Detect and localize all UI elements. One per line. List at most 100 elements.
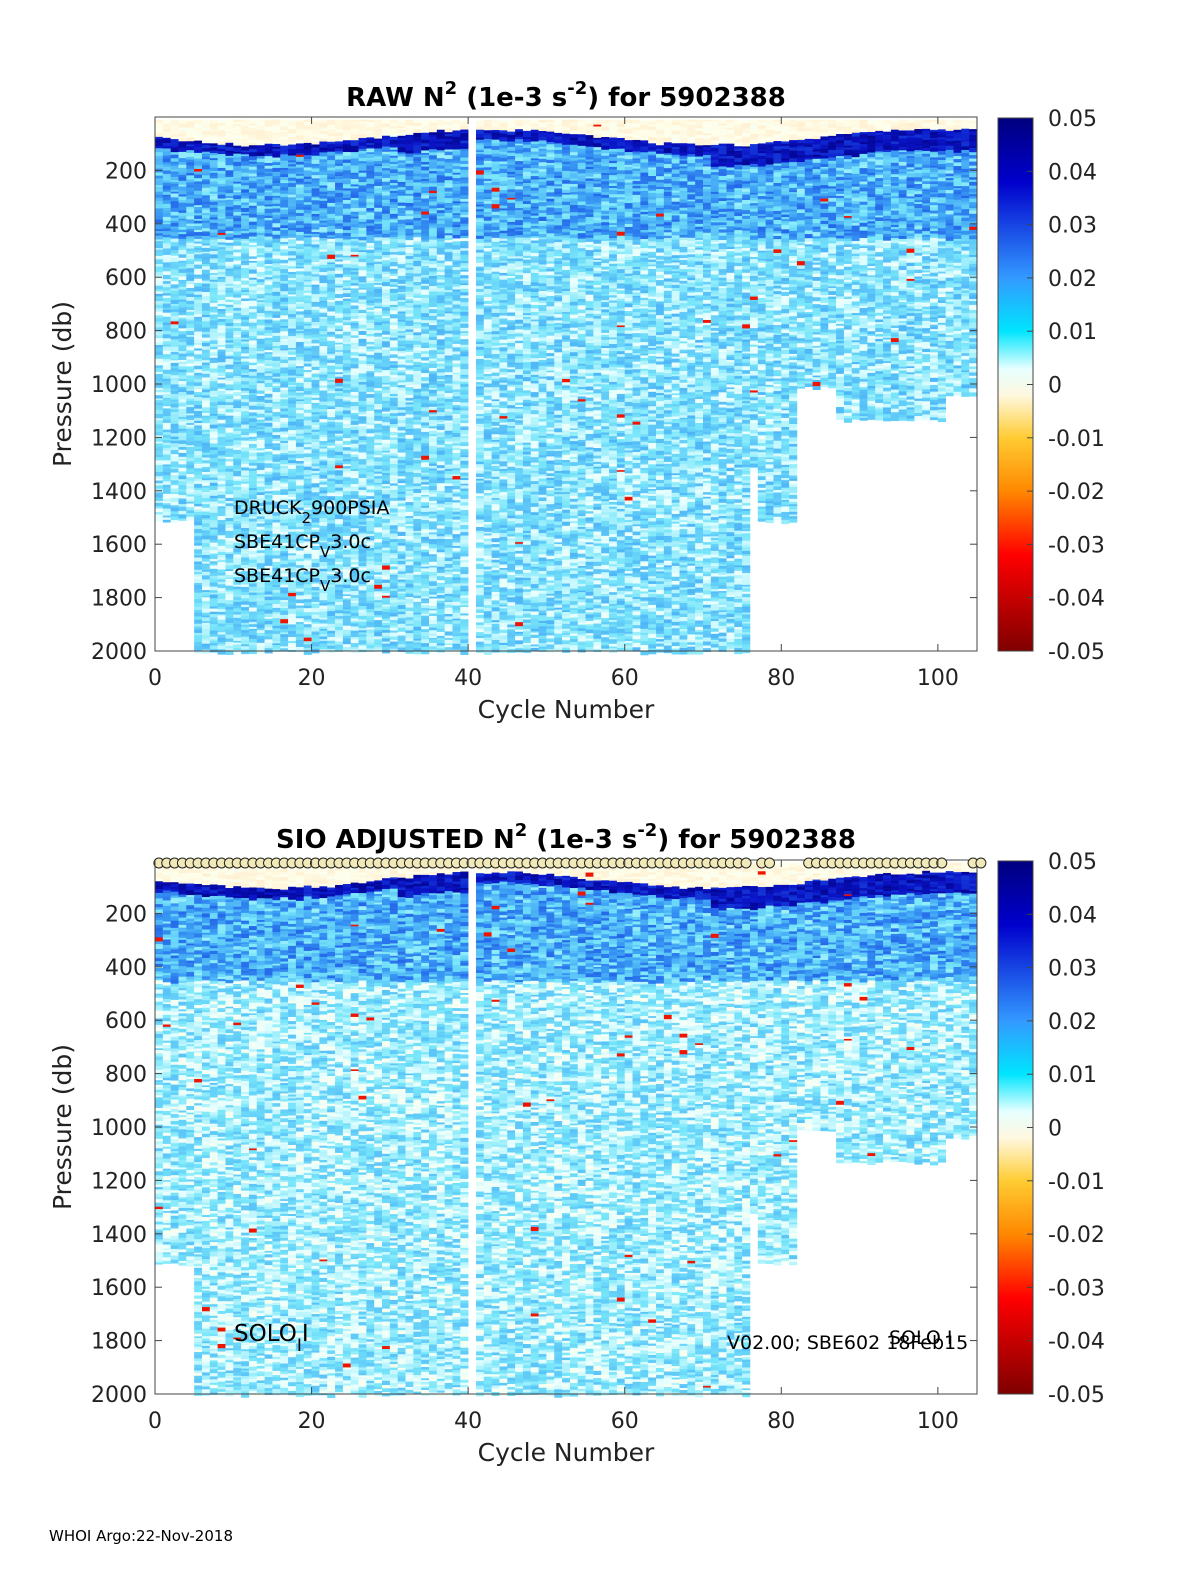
heatmap-cell <box>264 299 273 304</box>
heatmap-cell <box>335 245 344 250</box>
heatmap-cell <box>319 380 328 383</box>
heatmap-cell <box>335 527 344 531</box>
heatmap-cell <box>225 557 234 559</box>
heatmap-cell <box>241 119 250 122</box>
heatmap-cell <box>327 119 336 124</box>
heatmap-cell <box>201 136 211 140</box>
heatmap-cell <box>225 415 234 419</box>
heatmap-cell <box>155 268 164 273</box>
heatmap-cell <box>350 366 359 369</box>
heatmap-cell <box>233 459 242 462</box>
heatmap-cell <box>248 139 258 144</box>
heatmap-cell <box>288 125 297 130</box>
heatmap-cell <box>256 526 265 531</box>
heatmap-cell <box>342 372 352 376</box>
heatmap-cell <box>358 377 367 380</box>
heatmap-cell <box>342 337 352 343</box>
heatmap-cell <box>248 186 258 189</box>
heatmap-cell <box>186 494 195 497</box>
heatmap-cell <box>295 395 305 399</box>
heatmap-cell <box>374 190 383 194</box>
heatmap-cell <box>233 621 242 624</box>
heatmap-cell <box>350 241 359 246</box>
heatmap-cell <box>241 613 250 617</box>
heatmap-cell <box>256 605 265 610</box>
heatmap-cell <box>217 503 226 507</box>
heatmap-cell <box>194 299 203 304</box>
heatmap-cell <box>319 580 328 585</box>
heatmap-cell <box>358 524 367 527</box>
heatmap-cell <box>178 399 187 403</box>
heatmap-cell <box>311 550 320 553</box>
heatmap-cell <box>272 139 281 143</box>
heatmap-cell <box>350 521 359 526</box>
heatmap-cell <box>280 468 289 471</box>
heatmap-cell <box>178 479 187 482</box>
heatmap-cell <box>201 590 211 593</box>
heatmap-cell <box>217 244 226 248</box>
heatmap-cell <box>264 130 273 135</box>
heatmap-cell <box>209 523 218 528</box>
heatmap-cell <box>209 590 218 593</box>
heatmap-cell <box>350 130 359 136</box>
profile-column <box>241 119 250 655</box>
heatmap-cell <box>248 142 258 146</box>
heatmap-cell <box>170 182 179 185</box>
heatmap-cell <box>327 457 336 462</box>
heatmap-cell <box>311 543 320 547</box>
heatmap-cell <box>225 558 234 564</box>
heatmap-cell <box>335 610 344 614</box>
heatmap-cell <box>178 232 187 235</box>
heatmap-cell <box>319 331 328 335</box>
heatmap-cell <box>303 619 312 622</box>
heatmap-cell <box>233 209 242 213</box>
heatmap-cell <box>303 574 312 579</box>
heatmap-cell <box>280 397 289 400</box>
heatmap-cell <box>311 134 320 138</box>
heatmap-cell <box>366 389 375 393</box>
heatmap-cell <box>311 416 320 421</box>
heatmap-cell <box>201 187 211 192</box>
heatmap-cell <box>319 143 328 148</box>
heatmap-cell <box>178 402 187 405</box>
heatmap-cell <box>170 261 179 266</box>
heatmap-cell <box>319 127 328 130</box>
heatmap-cell <box>303 271 312 276</box>
heatmap-cell <box>178 458 187 462</box>
heatmap-cell <box>162 279 171 282</box>
heatmap-cell <box>233 429 242 432</box>
heatmap-cell <box>280 348 289 351</box>
heatmap-cell <box>374 128 383 131</box>
heatmap-cell <box>358 565 367 568</box>
heatmap-cell <box>342 611 352 614</box>
heatmap-cell <box>295 243 305 247</box>
heatmap-cell <box>295 380 305 384</box>
heatmap-cell <box>209 482 218 487</box>
heatmap-cell <box>217 130 226 133</box>
heatmap-cell <box>288 624 297 628</box>
heatmap-cell <box>241 130 250 135</box>
heatmap-cell <box>209 559 218 562</box>
heatmap-cell <box>178 276 187 281</box>
heatmap-cell <box>264 236 273 240</box>
heatmap-cell <box>162 301 171 304</box>
heatmap-cell <box>186 445 195 448</box>
heatmap-cell <box>288 613 297 619</box>
heatmap-cell <box>366 193 375 197</box>
heatmap-cell <box>209 281 218 285</box>
profile-column <box>295 119 305 653</box>
heatmap-cell <box>288 547 297 550</box>
heatmap-cell <box>201 286 211 289</box>
heatmap-cell <box>335 192 344 198</box>
heatmap-cell <box>209 643 218 646</box>
heatmap-cell <box>201 608 211 613</box>
heatmap-cell <box>358 485 367 488</box>
heatmap-cell <box>256 222 265 227</box>
heatmap-cell <box>319 150 328 153</box>
heatmap-cell <box>186 437 195 442</box>
heatmap-cell <box>288 469 297 474</box>
heatmap-cell <box>186 375 195 380</box>
heatmap-cell <box>178 353 187 357</box>
heatmap-cell <box>225 479 234 485</box>
heatmap-cell <box>358 643 367 646</box>
